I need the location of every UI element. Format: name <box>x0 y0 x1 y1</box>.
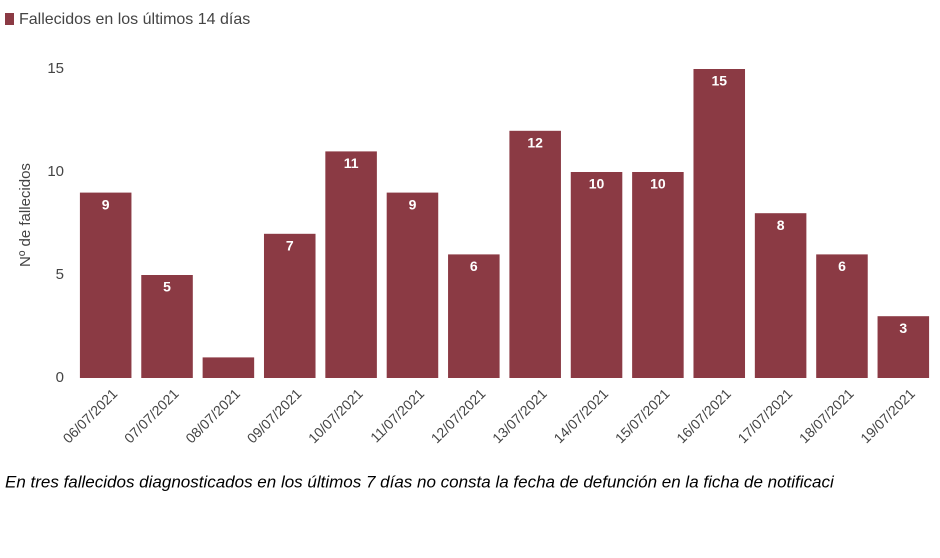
y-tick-label: 10 <box>47 163 64 180</box>
bar <box>754 213 807 378</box>
x-tick-label: 09/07/2021 <box>244 385 305 446</box>
bar <box>509 130 561 378</box>
x-tick-label: 10/07/2021 <box>305 385 366 446</box>
bar <box>877 316 930 378</box>
y-tick-label: 15 <box>47 60 64 77</box>
data-label: 12 <box>527 135 543 151</box>
x-tick-label: 18/07/2021 <box>796 385 857 446</box>
x-tick-label: 15/07/2021 <box>612 385 673 446</box>
bar <box>448 254 500 378</box>
legend-swatch <box>5 13 14 25</box>
y-tick-label: 5 <box>56 266 64 283</box>
note: En tres fallecidos diagnosticados en los… <box>5 472 835 491</box>
x-tick-label: 16/07/2021 <box>673 385 734 446</box>
data-label: 11 <box>344 155 359 171</box>
x-tick-label: 08/07/2021 <box>182 385 243 446</box>
bar <box>816 254 868 378</box>
x-tick-label: 13/07/2021 <box>489 385 550 446</box>
data-label: 8 <box>777 217 785 233</box>
y-axis-label: Nº de fallecidos <box>17 163 34 267</box>
data-label: 9 <box>102 196 110 212</box>
bar <box>386 192 439 378</box>
bar <box>202 357 255 378</box>
x-tick-label: 11/07/2021 <box>367 385 427 445</box>
data-label: 5 <box>163 279 171 295</box>
bar <box>141 275 193 378</box>
bar <box>693 69 746 378</box>
x-tick-label: 07/07/2021 <box>121 385 182 446</box>
bar <box>79 192 132 378</box>
data-label: 6 <box>838 258 846 274</box>
bar <box>570 172 623 378</box>
y-tick-label: 0 <box>56 369 64 386</box>
x-tick-label: 06/07/2021 <box>60 385 121 446</box>
data-label: 10 <box>589 176 605 192</box>
legend-label: Fallecidos en los últimos 14 días <box>19 11 250 28</box>
bar <box>632 172 684 378</box>
x-tick-label: 19/07/2021 <box>857 385 918 446</box>
x-tick-label: 17/07/2021 <box>734 385 795 446</box>
data-label: 7 <box>286 238 294 254</box>
data-label: 6 <box>470 258 478 274</box>
x-tick-label: 14/07/2021 <box>550 385 611 446</box>
data-label: 10 <box>650 176 666 192</box>
data-label: 9 <box>409 196 417 212</box>
data-label: 15 <box>711 73 727 89</box>
bar <box>263 233 316 378</box>
bar <box>325 151 377 378</box>
x-tick-label: 12/07/2021 <box>428 385 489 446</box>
data-label: 3 <box>899 320 907 336</box>
